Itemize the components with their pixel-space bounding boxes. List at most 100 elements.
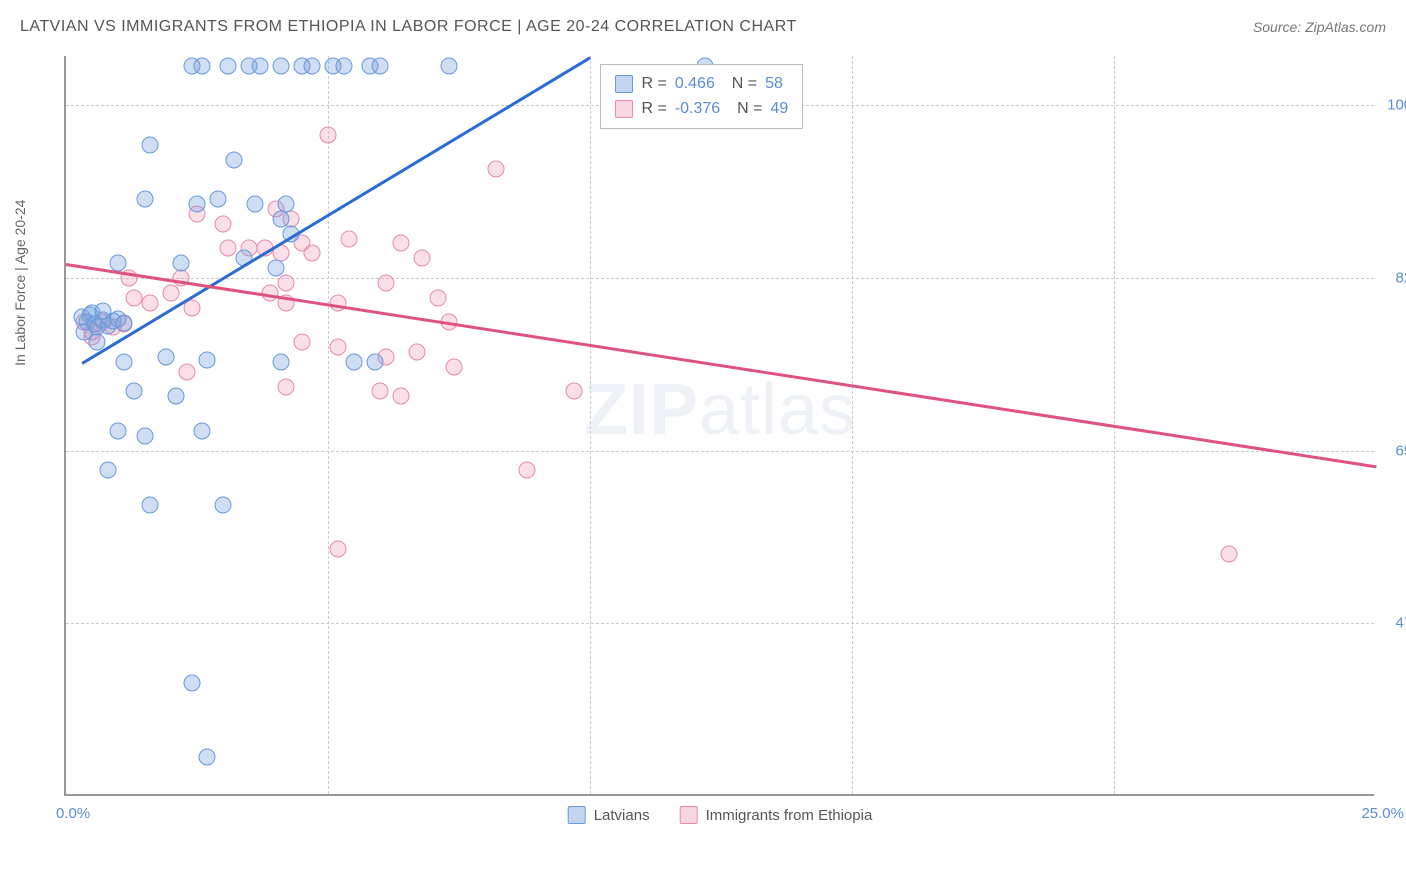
data-point xyxy=(178,363,195,380)
y-tick-label: 100.0% xyxy=(1387,97,1406,114)
data-point xyxy=(330,541,347,558)
data-point xyxy=(440,57,457,74)
data-point xyxy=(278,378,295,395)
y-axis-label: In Labor Force | Age 20-24 xyxy=(12,200,28,366)
data-point xyxy=(335,57,352,74)
stat-n-label: N = xyxy=(728,96,762,122)
data-point xyxy=(272,210,289,227)
data-point xyxy=(225,151,242,168)
gridline-v xyxy=(852,56,853,794)
data-point xyxy=(215,496,232,513)
data-point xyxy=(209,191,226,208)
data-point xyxy=(267,260,284,277)
stat-r-label: R = xyxy=(641,96,666,122)
y-tick-label: 82.5% xyxy=(1395,270,1406,287)
data-point xyxy=(141,294,158,311)
data-point xyxy=(99,462,116,479)
data-point xyxy=(330,339,347,356)
gridline-h xyxy=(66,278,1374,279)
stat-n-value: 58 xyxy=(765,71,783,97)
data-point xyxy=(183,674,200,691)
trend-line xyxy=(81,56,591,364)
data-point xyxy=(393,235,410,252)
data-point xyxy=(340,230,357,247)
data-point xyxy=(272,57,289,74)
data-point xyxy=(304,245,321,262)
data-point xyxy=(110,422,127,439)
data-point xyxy=(414,250,431,267)
watermark: ZIPatlas xyxy=(584,369,856,451)
stat-n-label: N = xyxy=(723,71,757,97)
data-point xyxy=(189,196,206,213)
data-point xyxy=(110,255,127,272)
data-point xyxy=(372,57,389,74)
plot-area: ZIPatlas 100.0%82.5%65.0%47.5%0.0%25.0%R… xyxy=(64,56,1374,796)
data-point xyxy=(430,289,447,306)
data-point xyxy=(409,344,426,361)
x-tick-label: 25.0% xyxy=(1361,805,1404,822)
data-point xyxy=(278,274,295,291)
data-point xyxy=(126,289,143,306)
legend-item: Latvians xyxy=(568,806,650,824)
chart-container: In Labor Force | Age 20-24 ZIPatlas 100.… xyxy=(30,56,1390,826)
data-point xyxy=(94,302,111,319)
data-point xyxy=(126,383,143,400)
y-tick-label: 47.5% xyxy=(1395,615,1406,632)
legend-label: Latvians xyxy=(594,807,650,824)
data-point xyxy=(199,748,216,765)
data-point xyxy=(367,353,384,370)
y-tick-label: 65.0% xyxy=(1395,442,1406,459)
data-point xyxy=(566,383,583,400)
stat-r-value: -0.376 xyxy=(675,96,720,122)
trend-line xyxy=(66,263,1376,468)
stat-r-label: R = xyxy=(641,71,666,97)
gridline-v xyxy=(328,56,329,794)
data-point xyxy=(141,496,158,513)
stat-n-value: 49 xyxy=(770,96,788,122)
data-point xyxy=(304,57,321,74)
data-point xyxy=(293,334,310,351)
source-label: Source: ZipAtlas.com xyxy=(1253,19,1386,35)
data-point xyxy=(215,215,232,232)
data-point xyxy=(445,358,462,375)
gridline-h xyxy=(66,623,1374,624)
data-point xyxy=(1221,546,1238,563)
stats-row: R = -0.376 N = 49 xyxy=(615,96,788,122)
gridline-v xyxy=(590,56,591,794)
data-point xyxy=(194,57,211,74)
stat-r-value: 0.466 xyxy=(675,71,715,97)
data-point xyxy=(393,388,410,405)
legend-label: Immigrants from Ethiopia xyxy=(706,807,873,824)
data-point xyxy=(272,353,289,370)
data-point xyxy=(173,255,190,272)
data-point xyxy=(141,136,158,153)
data-point xyxy=(136,427,153,444)
data-point xyxy=(251,57,268,74)
data-point xyxy=(194,422,211,439)
data-point xyxy=(487,161,504,178)
chart-title: LATVIAN VS IMMIGRANTS FROM ETHIOPIA IN L… xyxy=(20,18,797,36)
data-point xyxy=(157,348,174,365)
legend-swatch xyxy=(568,806,586,824)
data-point xyxy=(377,274,394,291)
data-point xyxy=(320,126,337,143)
data-point xyxy=(372,383,389,400)
data-point xyxy=(162,284,179,301)
data-point xyxy=(168,388,185,405)
data-point xyxy=(220,240,237,257)
gridline-h xyxy=(66,451,1374,452)
data-point xyxy=(136,191,153,208)
data-point xyxy=(246,196,263,213)
legend-swatch xyxy=(680,806,698,824)
data-point xyxy=(115,315,132,332)
legend-swatch xyxy=(615,75,633,93)
stats-box: R = 0.466 N = 58R = -0.376 N = 49 xyxy=(600,64,803,129)
x-tick-label: 0.0% xyxy=(56,805,90,822)
data-point xyxy=(519,462,536,479)
legend-item: Immigrants from Ethiopia xyxy=(680,806,873,824)
data-point xyxy=(346,353,363,370)
legend: Latvians Immigrants from Ethiopia xyxy=(568,806,873,824)
stats-row: R = 0.466 N = 58 xyxy=(615,71,788,97)
data-point xyxy=(220,57,237,74)
data-point xyxy=(199,351,216,368)
